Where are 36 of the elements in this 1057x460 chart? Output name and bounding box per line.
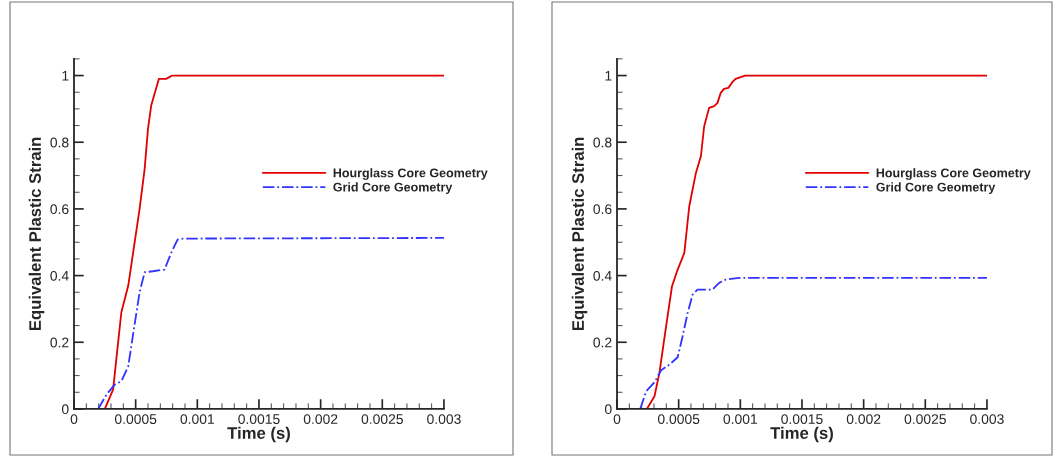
line-series (97, 237, 444, 409)
y-tick-label: 0.8 (50, 137, 69, 148)
x-axis-title: Time (s) (227, 426, 290, 443)
x-tick-label: 0.0025 (361, 414, 403, 424)
y-tick-label: 0.8 (593, 137, 612, 148)
y-tick-label: 0.4 (593, 270, 612, 281)
line-series (639, 277, 987, 409)
y-tick-label: 0 (604, 404, 612, 415)
y-tick-label: 0.2 (50, 337, 69, 348)
y-axis-title: Equivalent Plastic Strain (28, 137, 45, 331)
x-tick-label: 0.0005 (114, 414, 157, 424)
x-tick-label: 0.003 (970, 414, 1004, 424)
x-tick-label: 0.001 (180, 414, 215, 424)
x-tick-label: 0.0005 (657, 414, 700, 424)
x-tick-label: 0 (70, 414, 78, 424)
x-tick-label: 0.0025 (904, 414, 946, 424)
legend-label: Grid Core Geometry (876, 182, 996, 195)
y-axis-title: Equivalent Plastic Strain (571, 137, 588, 331)
x-tick-label: 0.0015 (238, 414, 280, 424)
y-tick-label: 0.4 (50, 270, 69, 281)
y-tick-label: 1 (605, 71, 612, 81)
x-tick-label: 0.002 (303, 414, 338, 424)
x-tick-label: 0 (613, 414, 621, 424)
legend-label: Hourglass Core Geometry (333, 168, 488, 180)
x-tick-label: 0.002 (846, 414, 881, 424)
x-axis-title: Time (s) (770, 426, 833, 443)
legend-label: Grid Core Geometry (333, 182, 453, 195)
x-tick-label: 0.001 (723, 414, 758, 424)
x-tick-label: 0.003 (427, 414, 461, 424)
y-tick-label: 1 (62, 71, 69, 81)
legend-label: Hourglass Core Geometry (876, 168, 1031, 180)
y-tick-label: 0.6 (50, 204, 69, 215)
y-tick-label: 0 (61, 404, 69, 415)
y-tick-label: 0.2 (593, 337, 612, 348)
x-tick-label: 0.0015 (781, 414, 823, 424)
y-tick-label: 0.6 (593, 204, 612, 215)
